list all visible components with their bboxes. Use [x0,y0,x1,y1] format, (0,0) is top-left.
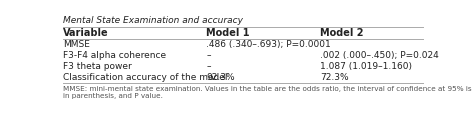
Text: –: – [206,62,210,71]
Text: .486 (.340–.693); P=0.0001: .486 (.340–.693); P=0.0001 [206,40,331,49]
Text: –: – [206,51,210,60]
Text: Variable: Variable [63,28,109,38]
Text: 92.3%: 92.3% [206,73,235,82]
Text: Classification accuracy of the model: Classification accuracy of the model [63,73,228,82]
Text: 72.3%: 72.3% [320,73,349,82]
Text: .002 (.000–.450); P=0.024: .002 (.000–.450); P=0.024 [320,51,439,60]
Text: Mental State Examination and accuracy: Mental State Examination and accuracy [63,16,243,25]
Text: MMSE: MMSE [63,40,90,49]
Text: Model 1: Model 1 [206,28,250,38]
Text: Model 2: Model 2 [320,28,364,38]
Text: F3 theta power: F3 theta power [63,62,132,71]
Text: F3-F4 alpha coherence: F3-F4 alpha coherence [63,51,166,60]
Text: 1.087 (1.019–1.160): 1.087 (1.019–1.160) [320,62,412,71]
Text: MMSE: mini-mental state examination. Values in the table are the odds ratio, the: MMSE: mini-mental state examination. Val… [63,86,472,99]
